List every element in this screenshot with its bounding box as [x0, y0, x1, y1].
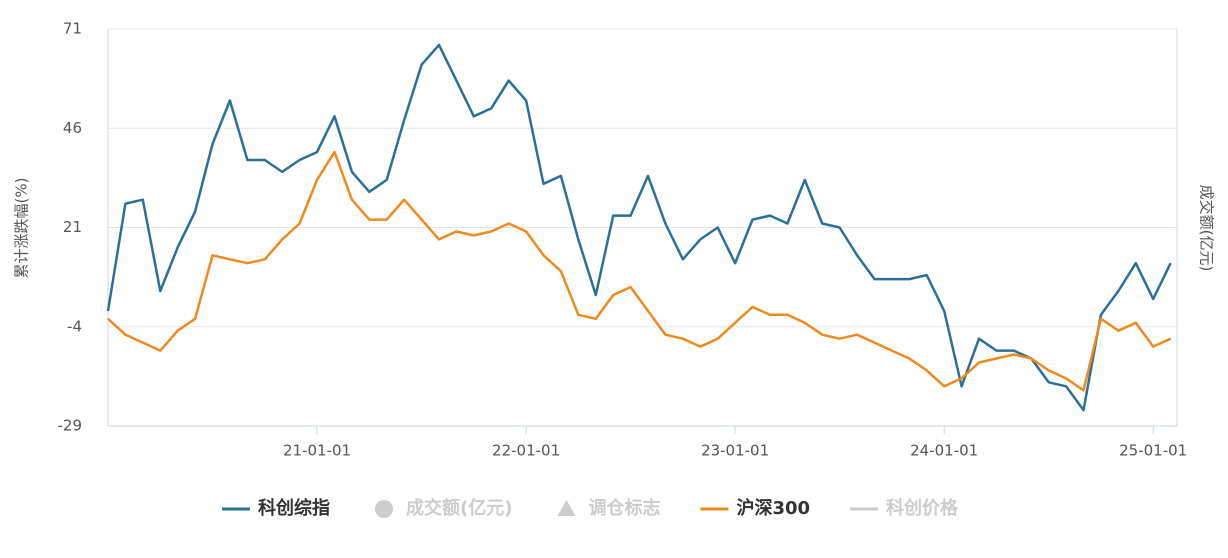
y-axis-label: 累计涨跌幅(%) [13, 178, 31, 279]
x-tick-label: 25-01-01 [1119, 442, 1187, 460]
y-tick-label: 46 [63, 119, 82, 137]
x-tick-label: 23-01-01 [701, 442, 769, 460]
legend-label[interactable]: 成交额(亿元) [406, 497, 512, 519]
legend-label[interactable]: 科创价格 [886, 497, 959, 519]
y-tick-label: -29 [58, 417, 83, 435]
y-tick-label: 71 [63, 20, 82, 38]
legend-label[interactable]: 沪深300 [736, 497, 810, 519]
legend-label[interactable]: 调仓标志 [588, 497, 660, 519]
x-tick-label: 24-01-01 [910, 442, 978, 460]
y-tick-label: -4 [67, 317, 82, 335]
series-line [107, 150, 1172, 392]
y-tick-label: 21 [63, 218, 82, 236]
legend-symbol [557, 500, 576, 516]
x-tick-label: 21-01-01 [283, 442, 351, 460]
series-line [106, 43, 1172, 412]
legend-symbol [375, 500, 393, 518]
y2-axis-label: 成交额(亿元) [1198, 185, 1216, 272]
x-tick-label: 22-01-01 [492, 442, 560, 460]
legend-label[interactable]: 科创综指 [258, 497, 330, 519]
